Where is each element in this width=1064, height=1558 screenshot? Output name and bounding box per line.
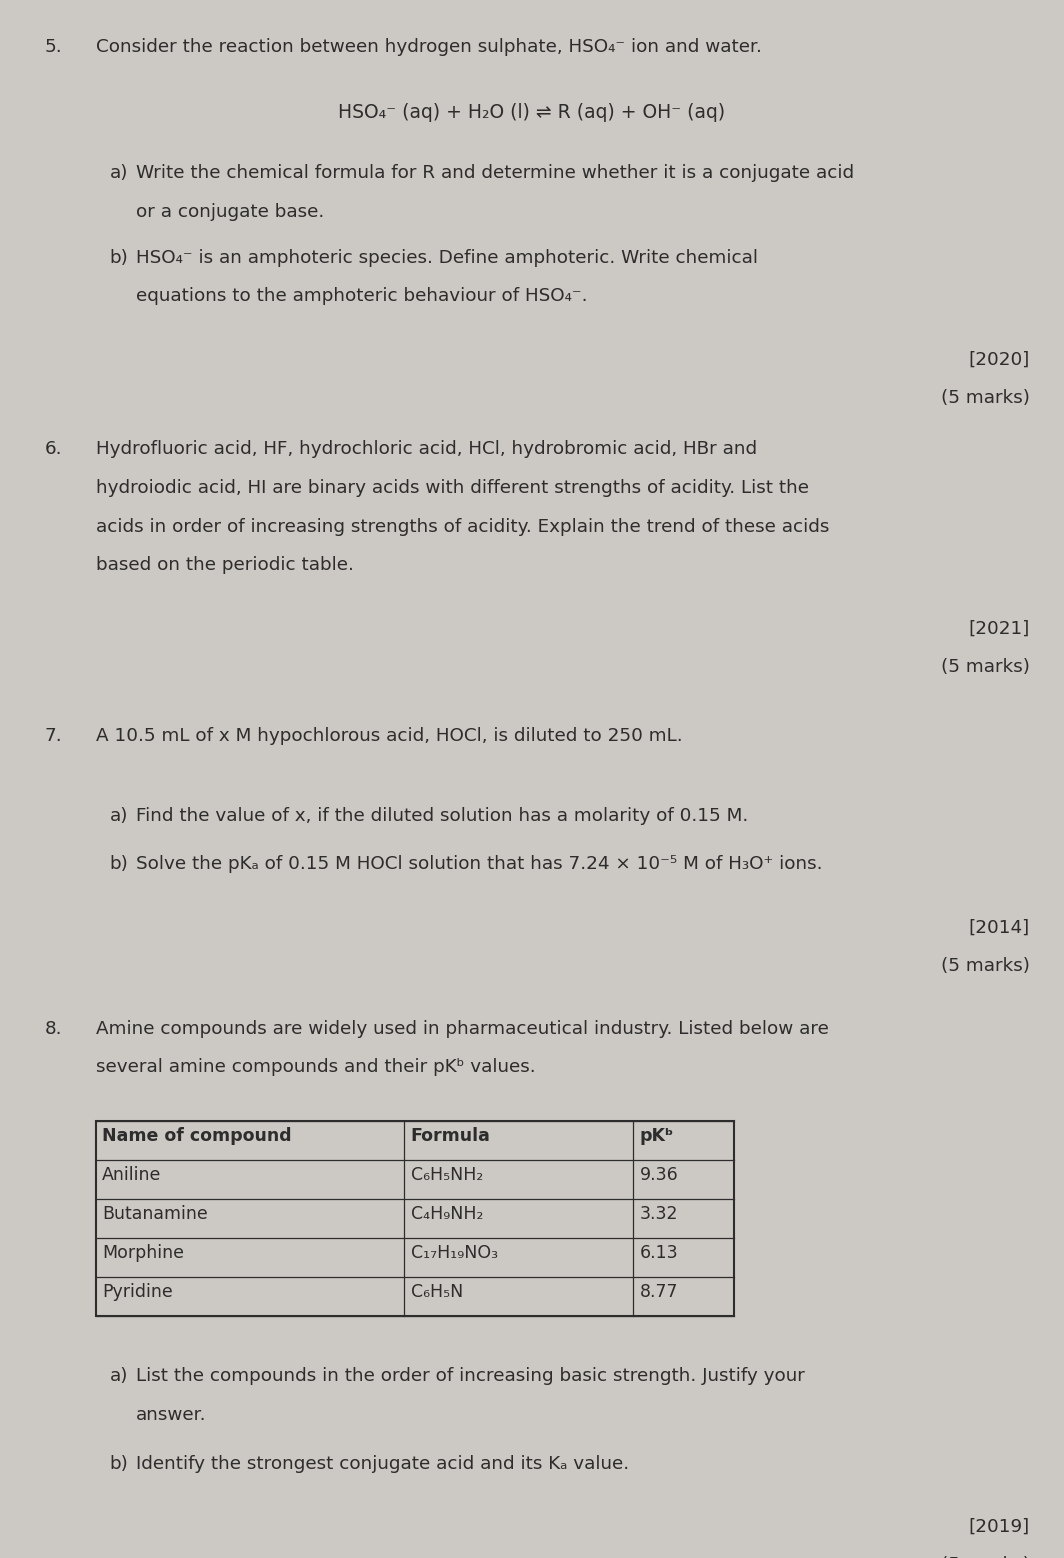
Text: or a conjugate base.: or a conjugate base. bbox=[136, 203, 325, 221]
Text: (5 marks): (5 marks) bbox=[941, 1556, 1030, 1558]
Text: 6.13: 6.13 bbox=[639, 1243, 678, 1262]
Text: 8.: 8. bbox=[45, 1020, 62, 1038]
Text: Consider the reaction between hydrogen sulphate, HSO₄⁻ ion and water.: Consider the reaction between hydrogen s… bbox=[96, 37, 762, 56]
Text: (5 marks): (5 marks) bbox=[941, 657, 1030, 676]
Text: C₄H₉NH₂: C₄H₉NH₂ bbox=[411, 1204, 483, 1223]
Text: (5 marks): (5 marks) bbox=[941, 957, 1030, 975]
Text: Find the value of x, if the diluted solution has a molarity of 0.15 M.: Find the value of x, if the diluted solu… bbox=[136, 807, 748, 824]
Text: Morphine: Morphine bbox=[102, 1243, 184, 1262]
Text: Name of compound: Name of compound bbox=[102, 1128, 292, 1145]
Text: a): a) bbox=[110, 807, 128, 824]
Text: pKᵇ: pKᵇ bbox=[639, 1128, 674, 1145]
Text: [2020]: [2020] bbox=[968, 351, 1030, 368]
Text: 3.32: 3.32 bbox=[639, 1204, 678, 1223]
Text: Pyridine: Pyridine bbox=[102, 1282, 172, 1301]
Text: Formula: Formula bbox=[411, 1128, 491, 1145]
Text: acids in order of increasing strengths of acidity. Explain the trend of these ac: acids in order of increasing strengths o… bbox=[96, 517, 829, 536]
Text: 7.: 7. bbox=[45, 726, 63, 745]
Text: (5 marks): (5 marks) bbox=[941, 390, 1030, 407]
Text: Aniline: Aniline bbox=[102, 1167, 162, 1184]
Text: C₆H₅N: C₆H₅N bbox=[411, 1282, 463, 1301]
Text: 6.: 6. bbox=[45, 441, 62, 458]
Text: b): b) bbox=[110, 855, 129, 874]
Text: Identify the strongest conjugate acid and its Kₐ value.: Identify the strongest conjugate acid an… bbox=[136, 1455, 629, 1472]
Text: Write the chemical formula for R and determine whether it is a conjugate acid: Write the chemical formula for R and det… bbox=[136, 164, 854, 182]
Bar bbox=[96, 1122, 734, 1317]
Text: [2014]: [2014] bbox=[968, 918, 1030, 936]
Text: 8.77: 8.77 bbox=[639, 1282, 678, 1301]
Text: b): b) bbox=[110, 249, 129, 266]
Text: Hydrofluoric acid, HF, hydrochloric acid, HCl, hydrobromic acid, HBr and: Hydrofluoric acid, HF, hydrochloric acid… bbox=[96, 441, 757, 458]
Text: Solve the pKₐ of 0.15 M HOCl solution that has 7.24 × 10⁻⁵ M of H₃O⁺ ions.: Solve the pKₐ of 0.15 M HOCl solution th… bbox=[136, 855, 822, 874]
Text: [2021]: [2021] bbox=[968, 619, 1030, 637]
Text: a): a) bbox=[110, 1368, 128, 1385]
Text: hydroiodic acid, HI are binary acids with different strengths of acidity. List t: hydroiodic acid, HI are binary acids wit… bbox=[96, 478, 809, 497]
Text: answer.: answer. bbox=[136, 1405, 206, 1424]
Text: Amine compounds are widely used in pharmaceutical industry. Listed below are: Amine compounds are widely used in pharm… bbox=[96, 1020, 829, 1038]
Text: several amine compounds and their pKᵇ values.: several amine compounds and their pKᵇ va… bbox=[96, 1058, 535, 1077]
Text: b): b) bbox=[110, 1455, 129, 1472]
Text: equations to the amphoteric behaviour of HSO₄⁻.: equations to the amphoteric behaviour of… bbox=[136, 287, 587, 305]
Text: HSO₄⁻ (aq) + H₂O (l) ⇌ R (aq) + OH⁻ (aq): HSO₄⁻ (aq) + H₂O (l) ⇌ R (aq) + OH⁻ (aq) bbox=[338, 103, 726, 122]
Text: Butanamine: Butanamine bbox=[102, 1204, 207, 1223]
Text: a): a) bbox=[110, 164, 128, 182]
Text: based on the periodic table.: based on the periodic table. bbox=[96, 556, 353, 575]
Text: 5.: 5. bbox=[45, 37, 63, 56]
Text: [2019]: [2019] bbox=[968, 1517, 1030, 1536]
Text: C₁₇H₁₉NO₃: C₁₇H₁₉NO₃ bbox=[411, 1243, 498, 1262]
Text: A 10.5 mL of x M hypochlorous acid, HOCl, is diluted to 250 mL.: A 10.5 mL of x M hypochlorous acid, HOCl… bbox=[96, 726, 682, 745]
Text: 9.36: 9.36 bbox=[639, 1167, 678, 1184]
Text: C₆H₅NH₂: C₆H₅NH₂ bbox=[411, 1167, 483, 1184]
Text: List the compounds in the order of increasing basic strength. Justify your: List the compounds in the order of incre… bbox=[136, 1368, 805, 1385]
Text: HSO₄⁻ is an amphoteric species. Define amphoteric. Write chemical: HSO₄⁻ is an amphoteric species. Define a… bbox=[136, 249, 759, 266]
